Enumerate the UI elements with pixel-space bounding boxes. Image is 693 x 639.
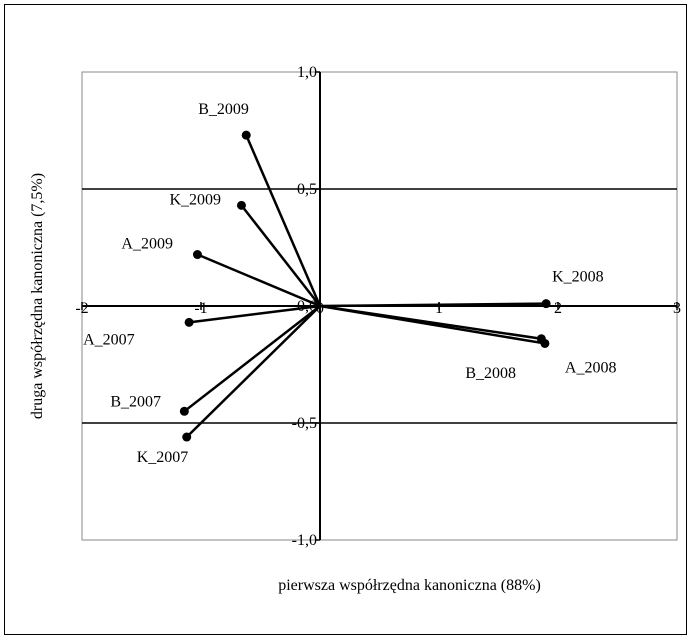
point-K_2007 [182, 432, 192, 442]
point-label-B_2009: B_2009 [198, 101, 249, 118]
point-A_2009 [192, 250, 202, 260]
point-B_2009 [241, 130, 251, 140]
point-A_2007 [184, 317, 194, 327]
vector-A_2007 [188, 304, 321, 324]
point-label-A_2007: A_2007 [83, 331, 135, 348]
point-label-B_2007: B_2007 [110, 393, 161, 410]
point-label-K_2007: K_2007 [137, 449, 189, 466]
point-B_2007 [179, 406, 189, 416]
x-tick-label: 2 [554, 300, 562, 317]
x-axis-title: pierwsza współrzędna kanoniczna (88%) [278, 577, 541, 594]
chart-frame [4, 4, 687, 635]
point-K_2009 [236, 200, 246, 210]
x-tick-label: -2 [75, 300, 88, 317]
point-labels: B_2009 K_2009 A_2009 A_2007 B_2007 K_2007 K_20… [83, 101, 616, 466]
x-tick-label: 3 [673, 300, 681, 317]
point-label-A_2008: A_2008 [565, 359, 617, 376]
y-tick-label: 0,5 [297, 181, 317, 198]
vector-K_2009 [240, 204, 321, 307]
point-label-K_2008: K_2008 [552, 269, 604, 286]
y-tick-label: -1,0 [292, 532, 317, 549]
vector-K_2007 [185, 305, 321, 438]
y-tick-label: 1,0 [297, 64, 317, 81]
vectors [179, 130, 551, 442]
point-A_2008 [540, 338, 550, 348]
vector-B_2009 [245, 134, 322, 307]
point-label-K_2009: K_2009 [169, 191, 221, 208]
point-K_2008 [541, 299, 551, 309]
y-axis-title: druga współrzędna kanoniczna (7,5%) [29, 173, 46, 419]
vector-A_2008 [319, 304, 546, 345]
point-label-A_2009: A_2009 [121, 236, 173, 253]
y-tick-label: -0,5 [292, 415, 317, 432]
gridlines [82, 188, 677, 424]
x-tick-label: -1 [194, 300, 207, 317]
point-label-B_2008: B_2008 [465, 365, 516, 382]
tick-labels: -2 -1 0 1 2 3 1,0 0,5 0,0 -0,5 -1,0 [75, 64, 681, 549]
vector-A_2009 [196, 253, 321, 308]
y-tick-label: 0,0 [297, 298, 317, 315]
x-tick-label: 1 [435, 300, 443, 317]
x-tick-label: 0 [316, 300, 324, 317]
vector-K_2008 [319, 302, 547, 308]
vector-B_2007 [183, 305, 321, 413]
